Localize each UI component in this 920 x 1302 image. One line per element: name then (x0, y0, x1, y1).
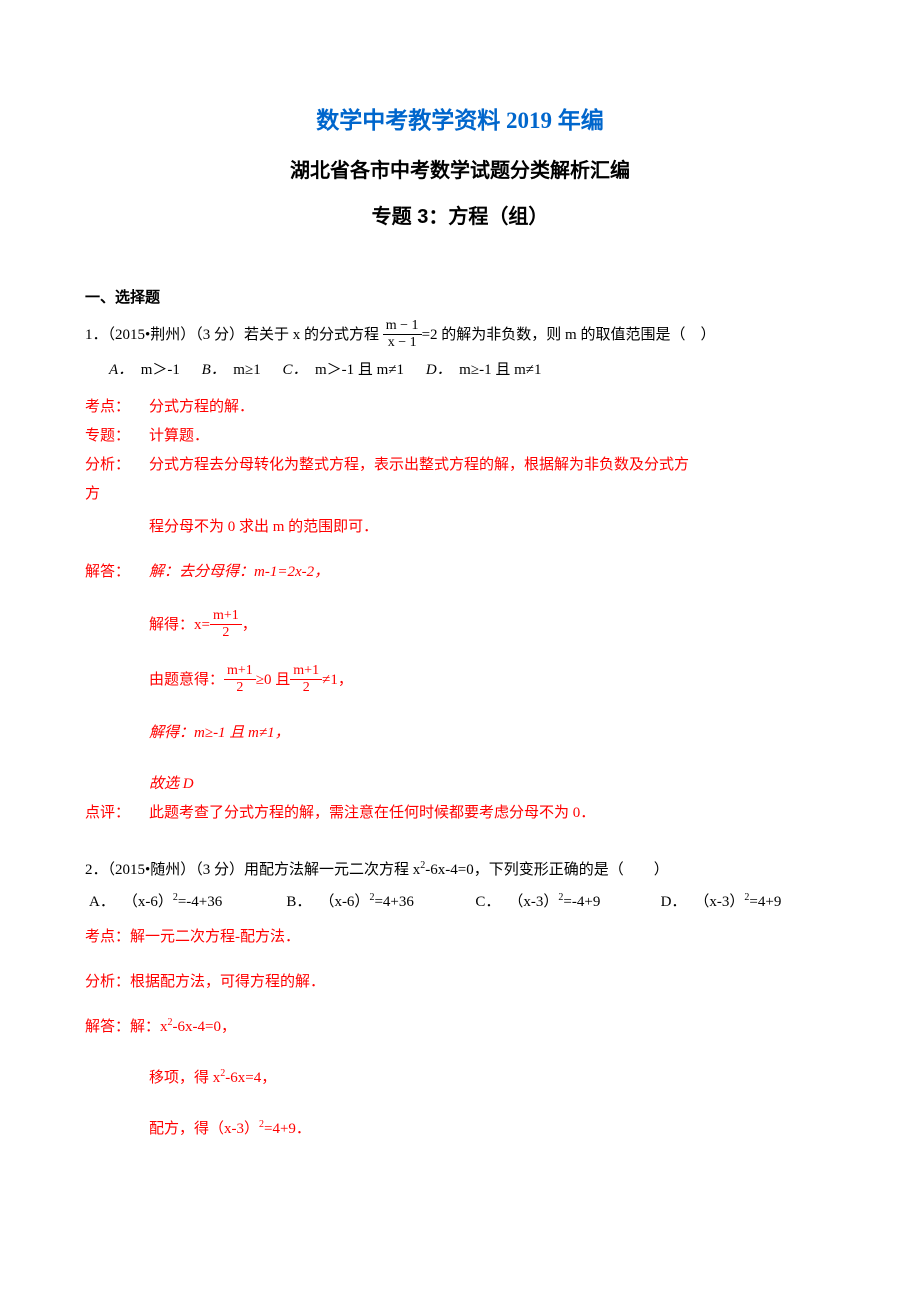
q1-jieda-label: 解答： (85, 559, 149, 586)
q2-options-table: A． （x-6）2=-4+36 B． （x-6）2=4+36 C． （x-3）2… (85, 889, 835, 916)
q1-dianping-label: 点评： (85, 800, 149, 827)
section-choice-header: 一、选择题 (85, 285, 835, 312)
q1-fenxi-line2-wrap: 方 (85, 481, 835, 508)
q1-analysis: 考点：分式方程的解． 专题：计算题． 分析：分式方程去分母转化为整式方程，表示出… (85, 394, 835, 827)
title-topic: 专题 3：方程（组） (85, 199, 835, 235)
question-2: 2．（2015•随州）（3 分）用配方法解一元二次方程 x2-6x-4=0，下列… (85, 855, 835, 916)
q1-stem-suffix: =2 的解为非负数，则 m 的取值范围是（ ） (422, 327, 716, 343)
q2-optB: （x-6）2=4+36 (315, 889, 471, 916)
q1-jieda-l5: 故选 D (85, 771, 835, 798)
q1-option-b: B． m≥1 (202, 362, 261, 378)
q2-optD: （x-3）2=4+9 (690, 889, 835, 916)
title-main: 数学中考教学资料 2019 年编 (85, 100, 835, 141)
q1-fenxi-line1: 分式方程去分母转化为整式方程，表示出整式方程的解，根据解为非负数及分式方 (149, 452, 835, 479)
q2-jieda-l1: 解：x2-6x-4=0， (130, 1019, 236, 1035)
q2-optD-letter: D． (657, 889, 691, 916)
q2-analysis: 考点：解一元二次方程-配方法． 分析：根据配方法，可得方程的解． 解答：解：x2… (85, 924, 835, 1143)
q1-kaodian-label: 考点： (85, 394, 149, 421)
q1-jieda-l3: 由题意得：m+12≥0 且m+12≠1， (85, 665, 835, 696)
q2-jieda-l3: 配方，得（x-3）2=4+9． (85, 1116, 835, 1143)
q2-fenxi-row: 分析：根据配方法，可得方程的解． (85, 969, 835, 996)
q1-dianping: 此题考查了分式方程的解，需注意在任何时候都要考虑分母不为 0． (149, 800, 835, 827)
q2-optA-letter: A． (85, 889, 119, 916)
q1-jieda-l2: 解得：x=m+12， (85, 610, 835, 641)
q1-fraction: m − 1 x − 1 (383, 319, 422, 350)
exam-page: 数学中考教学资料 2019 年编 湖北省各市中考数学试题分类解析汇编 专题 3：… (0, 0, 920, 1302)
q1-options: A． m＞-1 B． m≥1 C． m＞-1 且 m≠1 D． m≥-1 且 m… (85, 357, 835, 384)
q1-jieda-l4: 解得：m≥-1 且 m≠1， (85, 720, 835, 747)
q2-optA: （x-6）2=-4+36 (119, 889, 283, 916)
q1-option-d: D． m≥-1 且 m≠1 (426, 362, 542, 378)
q2-kaodian-row: 考点：解一元二次方程-配方法． (85, 924, 835, 951)
q2-stem: 2．（2015•随州）（3 分）用配方法解一元二次方程 x2-6x-4=0，下列… (85, 855, 835, 885)
q1-zhuanti: 计算题． (149, 423, 835, 450)
q1-fenxi-label: 分析： (85, 452, 149, 479)
q1-option-a: A． m＞-1 (109, 362, 180, 378)
question-1: 1．（2015•荆州）（3 分）若关于 x 的分式方程 m − 1 x − 1 … (85, 320, 835, 384)
q1-kaodian: 分式方程的解． (149, 394, 835, 421)
q1-option-c: C． m＞-1 且 m≠1 (282, 362, 404, 378)
q1-zhuanti-label: 专题： (85, 423, 149, 450)
q1-fenxi-line2: 程分母不为 0 求出 m 的范围即可． (85, 514, 835, 541)
q2-optC: （x-3）2=-4+9 (504, 889, 656, 916)
title-sub: 湖北省各市中考数学试题分类解析汇编 (85, 153, 835, 189)
q1-stem-prefix: 1．（2015•荆州）（3 分）若关于 x 的分式方程 (85, 327, 379, 343)
q2-optC-letter: C． (471, 889, 504, 916)
q2-jieda-l2: 移项，得 x2-6x=4， (85, 1065, 835, 1092)
q2-optB-letter: B． (282, 889, 315, 916)
q1-frac-num: m − 1 (383, 319, 422, 335)
q2-jieda-row: 解答：解：x2-6x-4=0， (85, 1014, 835, 1041)
q1-jieda-l1: 解：去分母得：m-1=2x-2， (149, 564, 329, 580)
q1-frac-den: x − 1 (383, 335, 422, 350)
